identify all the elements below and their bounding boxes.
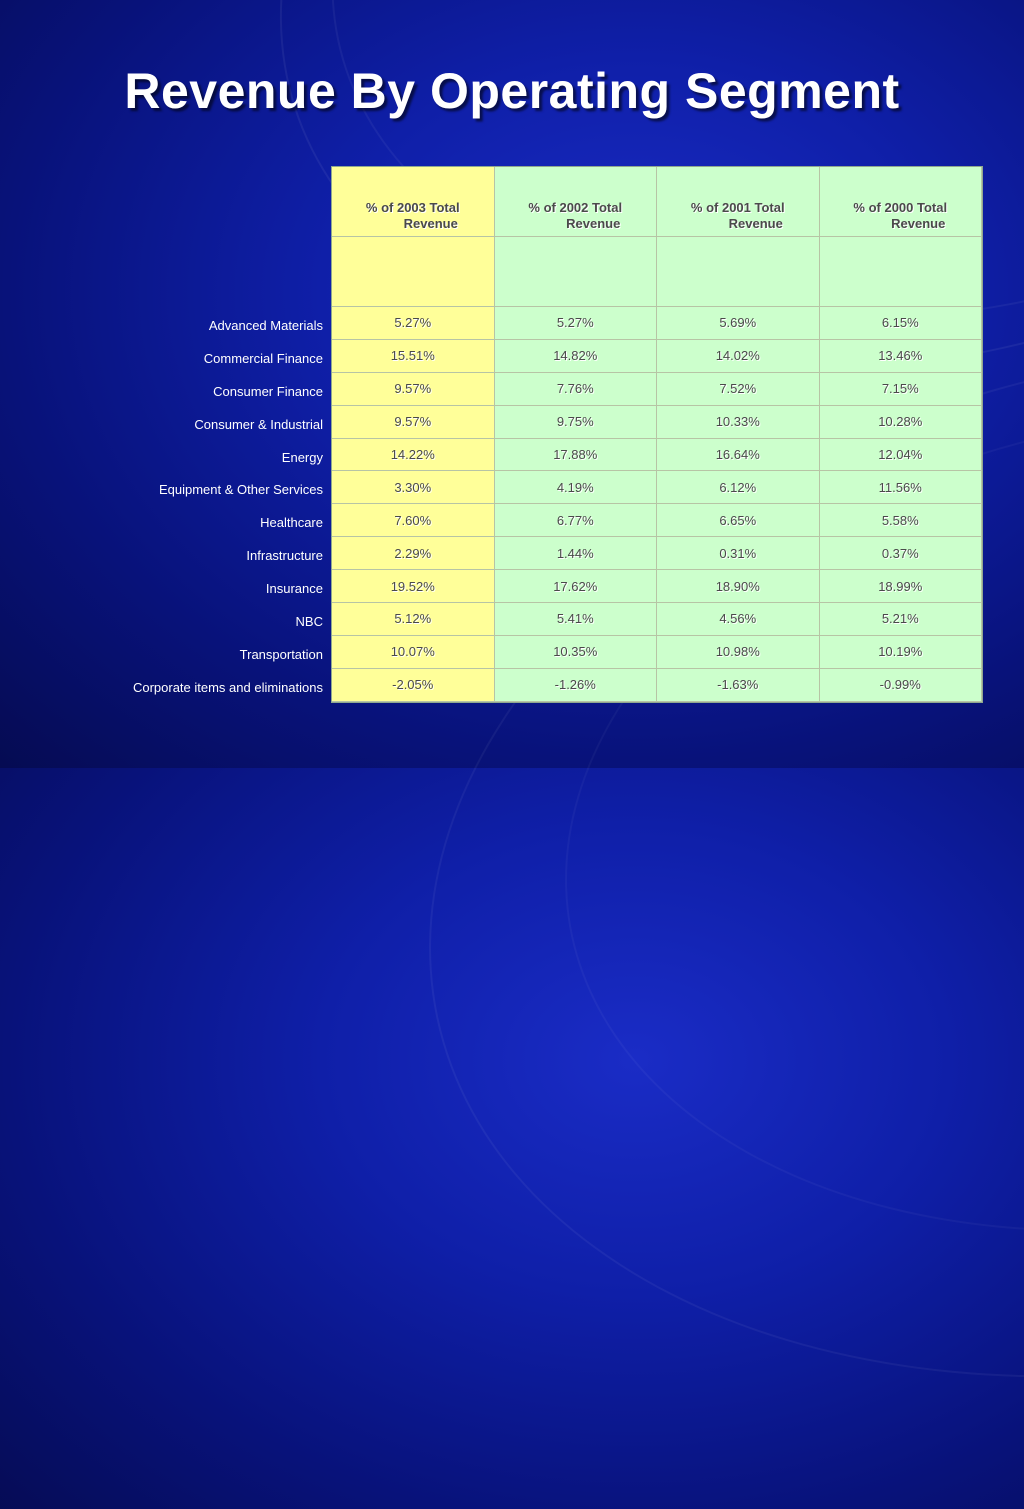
slide-title: Revenue By Operating Segment: [124, 63, 900, 119]
row-label: Advanced Materials: [208, 318, 323, 333]
table-cell: 9.57%: [332, 372, 495, 406]
table-cell: 6.12%: [657, 471, 820, 505]
table-cell: 7.60%: [332, 504, 495, 538]
empty-cell: [494, 237, 657, 307]
table-cell: 5.21%: [819, 603, 982, 636]
column-header-line2: Revenue: [891, 216, 946, 231]
table-cell: -0.99%: [819, 668, 982, 702]
table-cell: 10.33%: [657, 405, 820, 439]
row-label: Insurance: [265, 581, 323, 597]
table-cell: 15.51%: [332, 339, 495, 373]
empty-cell: [657, 237, 820, 307]
table-cell: 5.27%: [332, 307, 495, 340]
column-header: % of 2002 Total Revenue: [494, 167, 657, 237]
table-cell: 4.56%: [657, 603, 820, 636]
table-cell: 5.58%: [819, 504, 982, 538]
row-labels: Advanced Materials Commercial Finance Co…: [80, 309, 323, 704]
row-label: Healthcare: [260, 515, 323, 531]
empty-cell: [819, 237, 982, 307]
column-header: % of 2003 Total Revenue: [332, 167, 495, 237]
row-label: NBC: [295, 614, 323, 630]
column-header: % of 2001 Total Revenue: [657, 167, 820, 237]
row-label: Corporate items and eliminations: [132, 679, 323, 695]
table-cell: 0.37%: [819, 537, 982, 571]
table-cell: 2.29%: [332, 537, 495, 571]
table-cell: 16.64%: [657, 438, 820, 472]
table-cell: 19.52%: [332, 570, 495, 604]
column-header-line2: Revenue: [403, 216, 458, 231]
table-cell: 5.12%: [332, 603, 495, 636]
table-cell: 4.19%: [494, 471, 657, 505]
table-cell: 14.02%: [657, 339, 820, 373]
table-cell: 7.15%: [819, 372, 982, 406]
table-cell: 9.75%: [494, 405, 657, 439]
table-cell: 5.41%: [494, 603, 657, 636]
table-cell: 7.76%: [494, 372, 657, 406]
revenue-table: % of 2003 Total Revenue % of 2002 Total Re…: [331, 166, 983, 703]
table-cell: 10.19%: [819, 635, 982, 669]
table-cell: 7.52%: [657, 372, 820, 406]
table-cell: -1.26%: [494, 668, 657, 702]
table-cell: 5.27%: [494, 307, 657, 340]
table-cell: 6.65%: [657, 504, 820, 538]
row-label: Consumer & Industrial: [194, 416, 323, 432]
row-label: Infrastructure: [246, 548, 323, 564]
table-cell: 10.98%: [657, 635, 820, 669]
table-cell: 1.44%: [494, 537, 657, 571]
table-cell: 14.22%: [332, 438, 495, 472]
table-cell: 13.46%: [819, 339, 982, 373]
column-header: % of 2000 Total Revenue: [819, 167, 982, 237]
table-cell: 17.62%: [494, 570, 657, 604]
table-cell: 6.15%: [819, 307, 982, 340]
table-cell: 6.77%: [494, 504, 657, 538]
column-header-line2: Revenue: [566, 216, 621, 231]
column-header-line2: Revenue: [728, 216, 783, 231]
table-cell: 18.90%: [657, 570, 820, 604]
row-label: Energy: [281, 449, 323, 465]
column-header-line1: % of 2000 Total: [853, 200, 948, 215]
row-label: Transportation: [239, 646, 323, 662]
table-cell: 10.28%: [819, 405, 982, 439]
table-cell: 10.07%: [332, 635, 495, 669]
table-cell: 3.30%: [332, 471, 495, 505]
row-label: Equipment & Other Services: [158, 482, 323, 498]
column-header-line1: % of 2002 Total: [528, 200, 623, 215]
row-label: Commercial Finance: [203, 350, 323, 366]
row-label: Consumer Finance: [213, 383, 323, 399]
table-cell: 18.99%: [819, 570, 982, 604]
table-cell: 9.57%: [332, 405, 495, 439]
table-cell: 5.69%: [657, 307, 820, 340]
table-cell: 12.04%: [819, 438, 982, 472]
column-header-line1: % of 2003 Total: [365, 200, 460, 215]
table-cell: -1.63%: [657, 668, 820, 702]
table-cell: 14.82%: [494, 339, 657, 373]
table-cell: -2.05%: [332, 668, 495, 702]
table-cell: 0.31%: [657, 537, 820, 571]
table-cell: 10.35%: [494, 635, 657, 669]
column-header-line1: % of 2001 Total: [690, 200, 785, 215]
table-cell: 11.56%: [819, 471, 982, 505]
table-cell: 17.88%: [494, 438, 657, 472]
empty-cell: [332, 237, 495, 307]
